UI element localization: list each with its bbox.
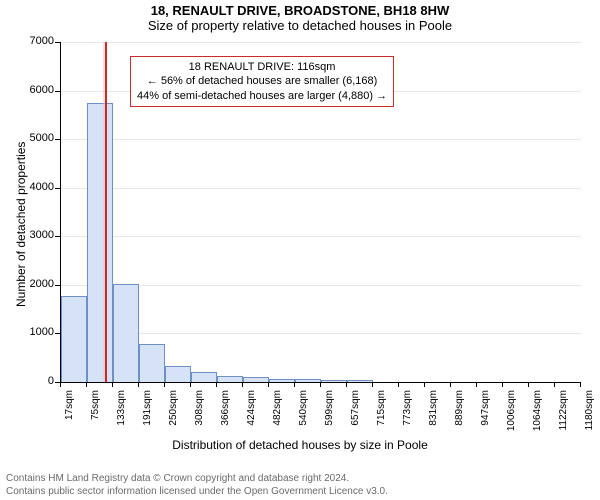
x-tick-label: 1064sqm	[532, 390, 543, 440]
x-tick-mark	[424, 382, 425, 387]
x-tick-label: 947sqm	[480, 390, 491, 440]
x-tick-mark	[138, 382, 139, 387]
gridline	[61, 236, 581, 237]
histogram-bar	[347, 380, 373, 382]
x-tick-label: 17sqm	[64, 390, 75, 440]
y-tick-mark	[55, 42, 60, 43]
y-tick-mark	[55, 91, 60, 92]
x-tick-mark	[502, 382, 503, 387]
histogram-bar	[243, 377, 269, 382]
x-tick-mark	[190, 382, 191, 387]
x-tick-label: 250sqm	[168, 390, 179, 440]
x-tick-mark	[372, 382, 373, 387]
x-tick-label: 599sqm	[324, 390, 335, 440]
x-tick-mark	[268, 382, 269, 387]
histogram-bar	[217, 376, 243, 382]
x-tick-label: 482sqm	[272, 390, 283, 440]
y-tick-label: 4000	[16, 181, 54, 193]
x-tick-mark	[346, 382, 347, 387]
histogram-bar	[165, 366, 191, 382]
y-tick-mark	[55, 236, 60, 237]
y-tick-label: 0	[16, 375, 54, 387]
y-tick-mark	[55, 285, 60, 286]
x-tick-mark	[580, 382, 581, 387]
callout-box: 18 RENAULT DRIVE: 116sqm← 56% of detache…	[130, 56, 394, 107]
histogram-bar	[191, 372, 217, 382]
gridline	[61, 333, 581, 334]
x-tick-label: 1006sqm	[506, 390, 517, 440]
x-tick-mark	[112, 382, 113, 387]
footer-line-2: Contains public sector information licen…	[6, 486, 594, 499]
x-tick-label: 366sqm	[220, 390, 231, 440]
x-axis-label: Distribution of detached houses by size …	[0, 438, 600, 452]
gridline	[61, 188, 581, 189]
y-tick-mark	[55, 333, 60, 334]
x-tick-label: 715sqm	[376, 390, 387, 440]
x-tick-mark	[528, 382, 529, 387]
chart-container: 18, RENAULT DRIVE, BROADSTONE, BH18 8HW …	[0, 0, 600, 500]
footer-attribution: Contains HM Land Registry data © Crown c…	[6, 473, 594, 498]
x-tick-mark	[398, 382, 399, 387]
x-tick-mark	[294, 382, 295, 387]
x-tick-mark	[554, 382, 555, 387]
x-tick-label: 133sqm	[116, 390, 127, 440]
histogram-bar	[61, 296, 87, 382]
histogram-bar	[295, 379, 321, 382]
histogram-bar	[87, 103, 113, 382]
histogram-bar	[321, 380, 347, 382]
x-tick-mark	[86, 382, 87, 387]
x-tick-label: 773sqm	[402, 390, 413, 440]
y-tick-label: 7000	[16, 35, 54, 47]
x-tick-label: 657sqm	[350, 390, 361, 440]
x-tick-mark	[164, 382, 165, 387]
x-tick-label: 75sqm	[90, 390, 101, 440]
y-tick-label: 1000	[16, 326, 54, 338]
gridline	[61, 139, 581, 140]
histogram-bar	[269, 379, 295, 382]
footer-line-1: Contains HM Land Registry data © Crown c…	[6, 473, 594, 486]
callout-line-2: ← 56% of detached houses are smaller (6,…	[137, 74, 387, 88]
y-tick-label: 5000	[16, 132, 54, 144]
y-tick-mark	[55, 139, 60, 140]
gridline	[61, 285, 581, 286]
x-tick-label: 540sqm	[298, 390, 309, 440]
histogram-bar	[113, 284, 139, 382]
y-tick-label: 2000	[16, 278, 54, 290]
x-tick-label: 1122sqm	[558, 390, 569, 440]
callout-line-1: 18 RENAULT DRIVE: 116sqm	[137, 60, 387, 74]
x-tick-label: 191sqm	[142, 390, 153, 440]
x-tick-label: 1180sqm	[584, 390, 595, 440]
x-tick-mark	[476, 382, 477, 387]
highlight-line	[105, 42, 107, 382]
y-tick-mark	[55, 188, 60, 189]
x-tick-label: 831sqm	[428, 390, 439, 440]
callout-line-3: 44% of semi-detached houses are larger (…	[137, 89, 387, 103]
x-tick-label: 889sqm	[454, 390, 465, 440]
x-tick-mark	[60, 382, 61, 387]
gridline	[61, 42, 581, 43]
x-tick-mark	[320, 382, 321, 387]
x-tick-mark	[450, 382, 451, 387]
chart-title-sub: Size of property relative to detached ho…	[0, 18, 600, 35]
x-tick-label: 308sqm	[194, 390, 205, 440]
x-tick-label: 424sqm	[246, 390, 257, 440]
x-tick-mark	[242, 382, 243, 387]
x-tick-mark	[216, 382, 217, 387]
histogram-bar	[139, 344, 165, 382]
y-tick-label: 6000	[16, 84, 54, 96]
chart-title-main: 18, RENAULT DRIVE, BROADSTONE, BH18 8HW	[0, 0, 600, 18]
y-tick-label: 3000	[16, 229, 54, 241]
